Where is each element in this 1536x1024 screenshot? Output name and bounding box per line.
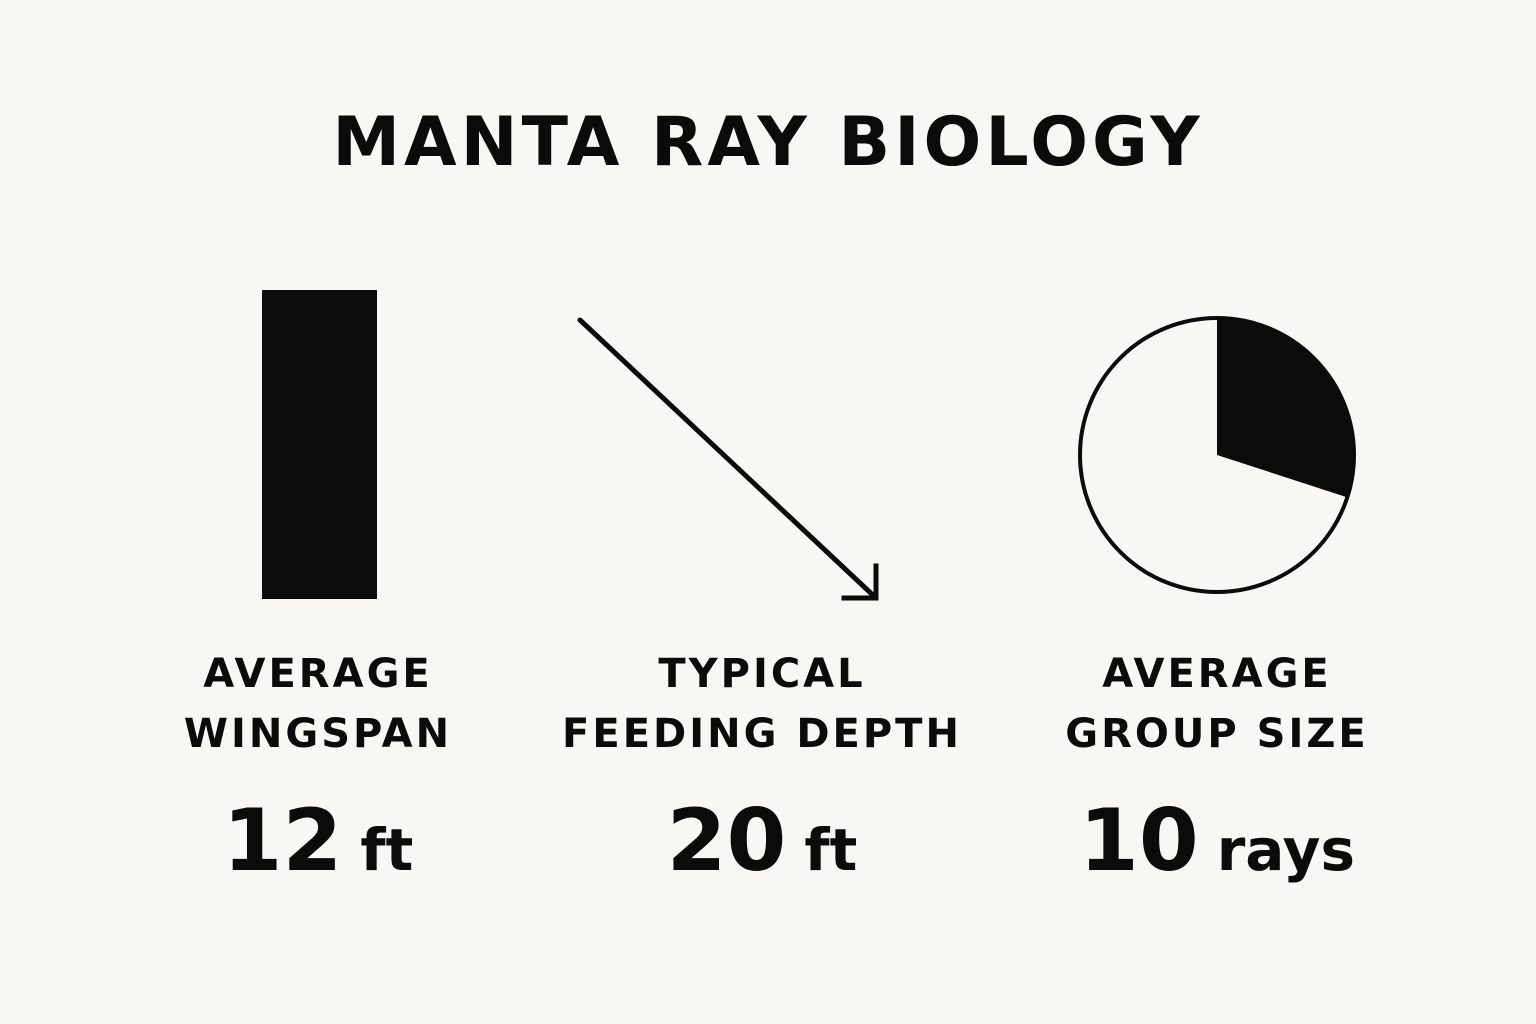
stat-group-size: AVERAGE GROUP SIZE 10 rays (987, 0, 1447, 1024)
bar-shape (262, 290, 377, 599)
stat-value: 10 rays (987, 786, 1447, 920)
stat-unit: rays (1216, 816, 1355, 884)
stat-value: 12 ft (88, 786, 548, 920)
stat-unit: ft (804, 816, 858, 884)
stat-unit: ft (360, 816, 414, 884)
bar-icon (262, 290, 377, 599)
stat-label: AVERAGE WINGSPAN (88, 644, 548, 764)
stat-label-line: TYPICAL (658, 651, 866, 697)
stat-value: 20 ft (532, 786, 992, 920)
arrow-head (841, 563, 879, 601)
page-title: MANTA RAY BIOLOGY (332, 103, 1204, 182)
stat-label-line: AVERAGE (1102, 651, 1332, 697)
stat-label: TYPICAL FEEDING DEPTH (532, 644, 992, 764)
stat-label-line: GROUP SIZE (1065, 711, 1369, 757)
stat-feeding-depth: TYPICAL FEEDING DEPTH 20 ft (532, 0, 992, 1024)
pie-filled-slice (1217, 318, 1354, 498)
arrow-shaft (577, 317, 879, 601)
stat-label-line: FEEDING DEPTH (562, 711, 962, 757)
diagonal-down-arrow-icon (577, 317, 879, 601)
stat-wingspan: AVERAGE WINGSPAN 12 ft (88, 0, 548, 1024)
stat-number: 12 (222, 791, 343, 891)
stat-label: AVERAGE GROUP SIZE (987, 644, 1447, 764)
stat-label-line: WINGSPAN (183, 711, 453, 757)
pie-icon (1078, 316, 1356, 594)
stat-number: 10 (1079, 791, 1199, 891)
stat-label-line: AVERAGE (203, 651, 433, 697)
stat-number: 20 (666, 791, 787, 891)
